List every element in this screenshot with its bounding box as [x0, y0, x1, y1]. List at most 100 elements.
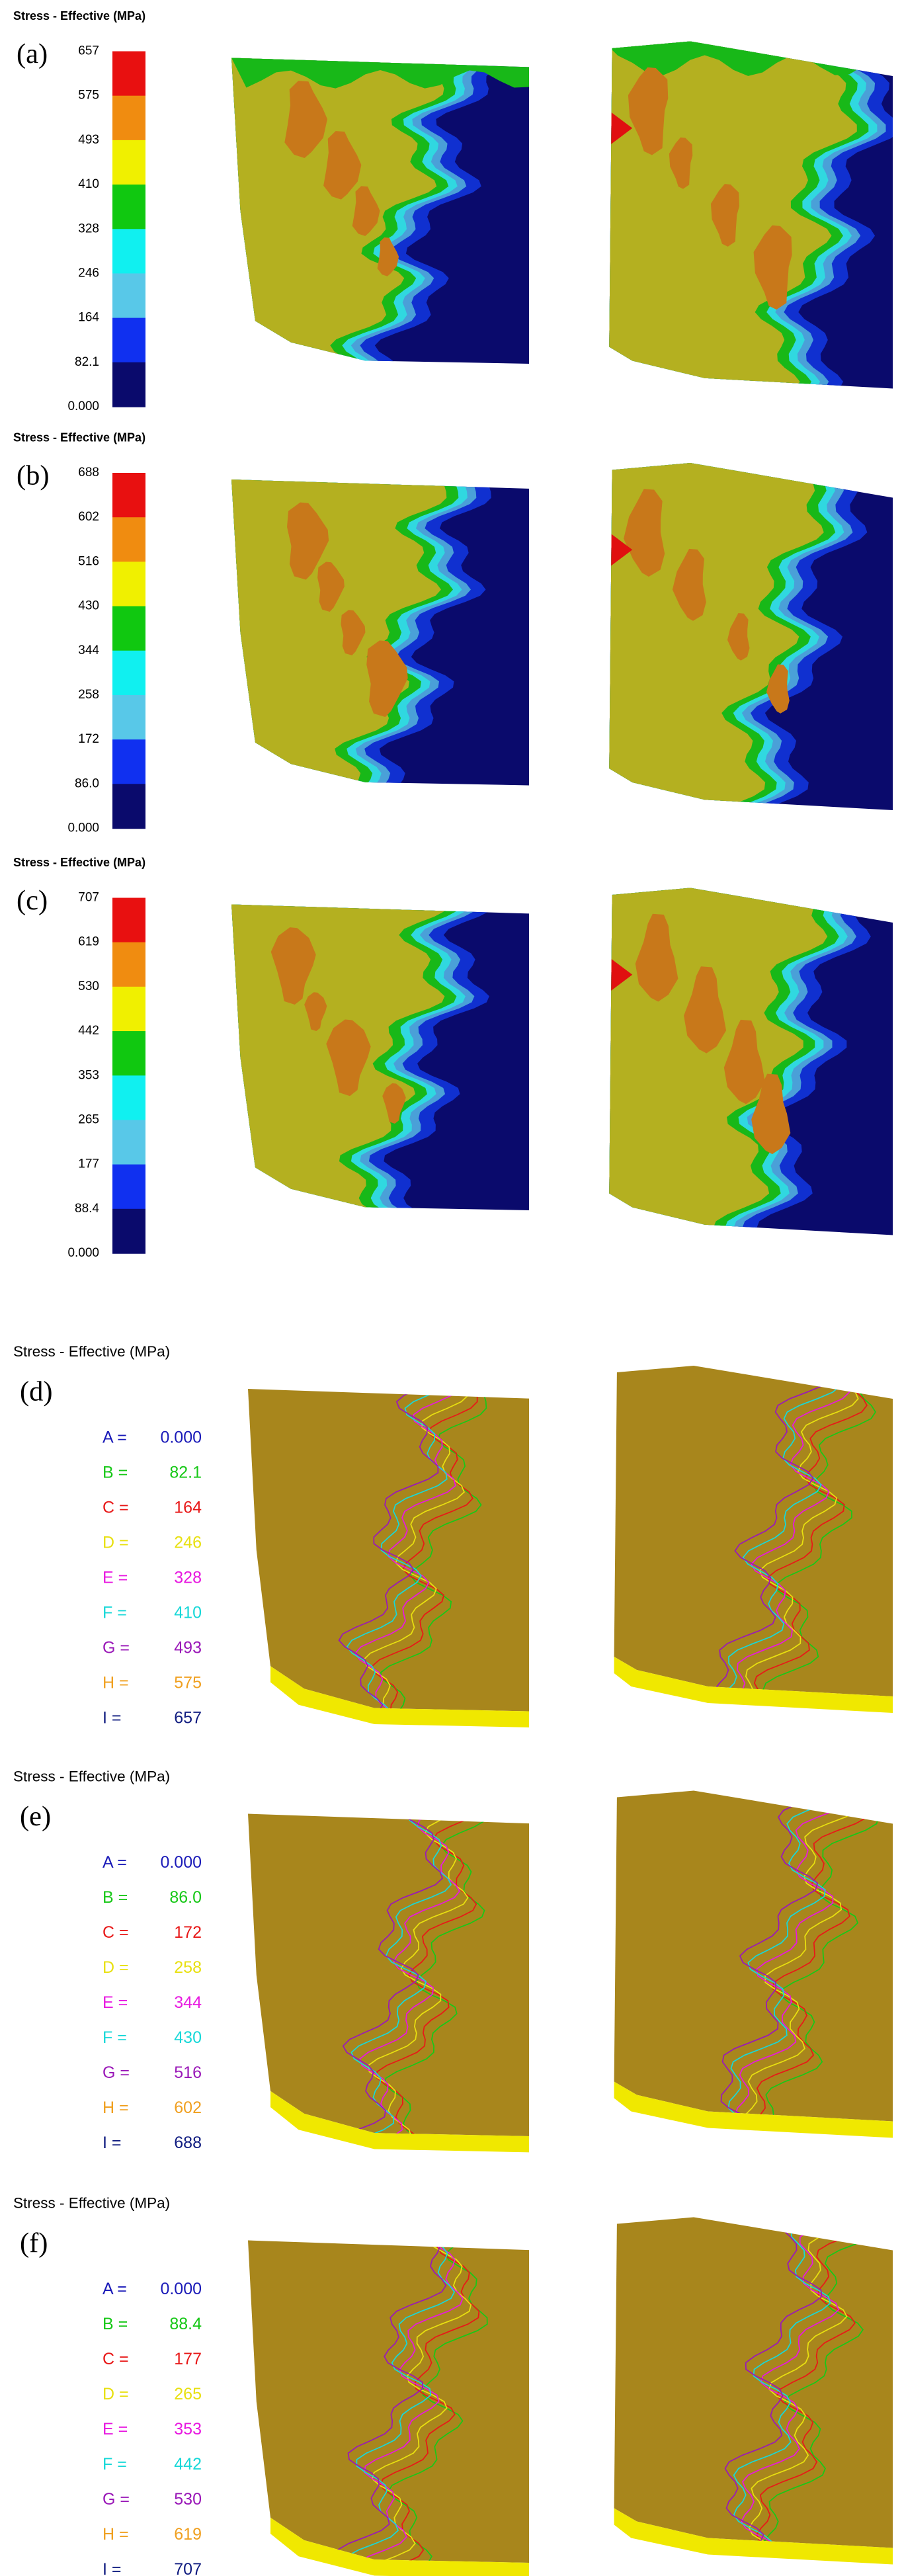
legend-tick-label: 410: [78, 177, 99, 191]
fem-edge: [270, 2091, 529, 2153]
legend-tick-label: 86.0: [75, 776, 99, 790]
fem-surface: [614, 1366, 893, 1696]
fem-plot: [609, 41, 893, 389]
fem-band: [231, 479, 447, 786]
contour-line: [748, 2217, 864, 2548]
fem-hot-spot: [684, 966, 727, 1054]
fem-edge: [614, 2081, 893, 2138]
legend-tick-label: 344: [78, 644, 99, 657]
level-key: F =: [102, 2028, 127, 2047]
level-value: 442: [174, 2455, 202, 2473]
contour-line: [733, 2217, 831, 2548]
color-bar-segment: [112, 606, 146, 651]
fem-surface: [248, 2240, 529, 2563]
fem-contours: [720, 1790, 880, 2122]
color-bar-segment: [112, 739, 146, 785]
panel-label: (b): [17, 460, 50, 491]
color-bar-segment: [112, 185, 146, 229]
fem-plot: [231, 58, 529, 364]
level-key: A =: [102, 2280, 127, 2298]
fem-hot-spot: [753, 225, 792, 310]
level-key: B =: [102, 1464, 128, 1482]
level-key: I =: [102, 2134, 122, 2152]
level-value: 430: [174, 2028, 202, 2047]
contour-line: [735, 1790, 854, 2122]
level-value: 707: [174, 2560, 202, 2576]
legend-tick-label: 265: [78, 1112, 99, 1126]
level-key: C =: [102, 1923, 129, 1942]
fem-hot-spot: [377, 237, 399, 276]
level-value: 86.0: [169, 1888, 202, 1907]
contour-line: [741, 2217, 844, 2548]
level-key: C =: [102, 2350, 129, 2368]
fem-hot-spot: [284, 81, 328, 159]
level-value: 246: [174, 1534, 202, 1552]
level-value: 410: [174, 1604, 202, 1622]
level-value: 353: [174, 2420, 202, 2438]
fem-hot-spot: [766, 664, 790, 714]
color-bar-segment: [112, 650, 146, 696]
fem-plot: [609, 888, 893, 1235]
legend-title: Stress - Effective (MPa): [13, 431, 145, 444]
panel-label: (c): [17, 885, 48, 916]
level-value: 530: [174, 2490, 202, 2509]
level-key: F =: [102, 1604, 127, 1622]
contour-line: [765, 1790, 880, 2122]
legend-title: Stress - Effective (MPa): [13, 1768, 170, 1784]
color-bar-segment: [112, 1031, 146, 1076]
level-key: I =: [102, 2560, 122, 2576]
level-value: 82.1: [169, 1464, 202, 1482]
level-key: G =: [102, 1639, 130, 1657]
contour-line: [338, 1389, 439, 1712]
level-value: 344: [174, 1993, 202, 2012]
legend-tick-label: 516: [78, 554, 99, 568]
fem-surface: [248, 1389, 529, 1712]
color-bar-segment: [112, 1075, 146, 1121]
contour-line: [387, 2240, 488, 2563]
legend-tick-label: 164: [78, 311, 99, 325]
color-bar-segment: [112, 694, 146, 740]
level-key: D =: [102, 1534, 129, 1552]
level-key: D =: [102, 1958, 129, 1977]
contour-line: [735, 1366, 850, 1696]
level-value: 516: [174, 2063, 202, 2082]
level-value: 619: [174, 2525, 202, 2544]
fem-hot-spot: [635, 913, 678, 1002]
level-key: A =: [102, 1429, 127, 1447]
level-key: B =: [102, 1888, 128, 1907]
level-key: E =: [102, 2420, 128, 2438]
fem-hot-spot: [669, 137, 693, 189]
fem-hot-spot: [672, 548, 706, 621]
contour-line: [334, 2240, 447, 2563]
fem-hot-spot: [727, 613, 750, 661]
fem-hot-spot: [710, 184, 740, 247]
fem-contours: [338, 1389, 487, 1712]
contour-line: [371, 1389, 478, 1712]
level-value: 657: [174, 1709, 202, 1727]
legend-tick-label: 657: [78, 44, 99, 58]
legend-title: Stress - Effective (MPa): [13, 2194, 170, 2211]
legend-tick-label: 530: [78, 979, 99, 993]
contour-line: [743, 1790, 862, 2122]
legend-tick-label: 493: [78, 133, 99, 147]
color-bar-segment: [112, 1164, 146, 1210]
fem-hot-spot: [352, 186, 380, 236]
fem-contours: [334, 2240, 488, 2563]
contour-line: [343, 2240, 456, 2563]
contour-line: [359, 1813, 460, 2136]
fem-hot-spot: [723, 1019, 765, 1104]
color-bar-segment: [112, 784, 146, 829]
fem-hot-spot: [751, 1073, 791, 1155]
color-bar-segment: [112, 1208, 146, 1254]
fem-plot: [231, 479, 529, 786]
fem-plot: [231, 904, 529, 1210]
level-key: C =: [102, 1499, 129, 1517]
panel-label: (a): [17, 38, 48, 69]
contour-line: [721, 1366, 841, 1696]
color-bar-segment: [112, 561, 146, 607]
contour-line: [380, 1389, 487, 1712]
legend-tick-label: 353: [78, 1068, 99, 1082]
fem-hot-spot: [366, 640, 408, 718]
fem-surface: [248, 1813, 529, 2136]
color-bar-segment: [112, 140, 146, 185]
